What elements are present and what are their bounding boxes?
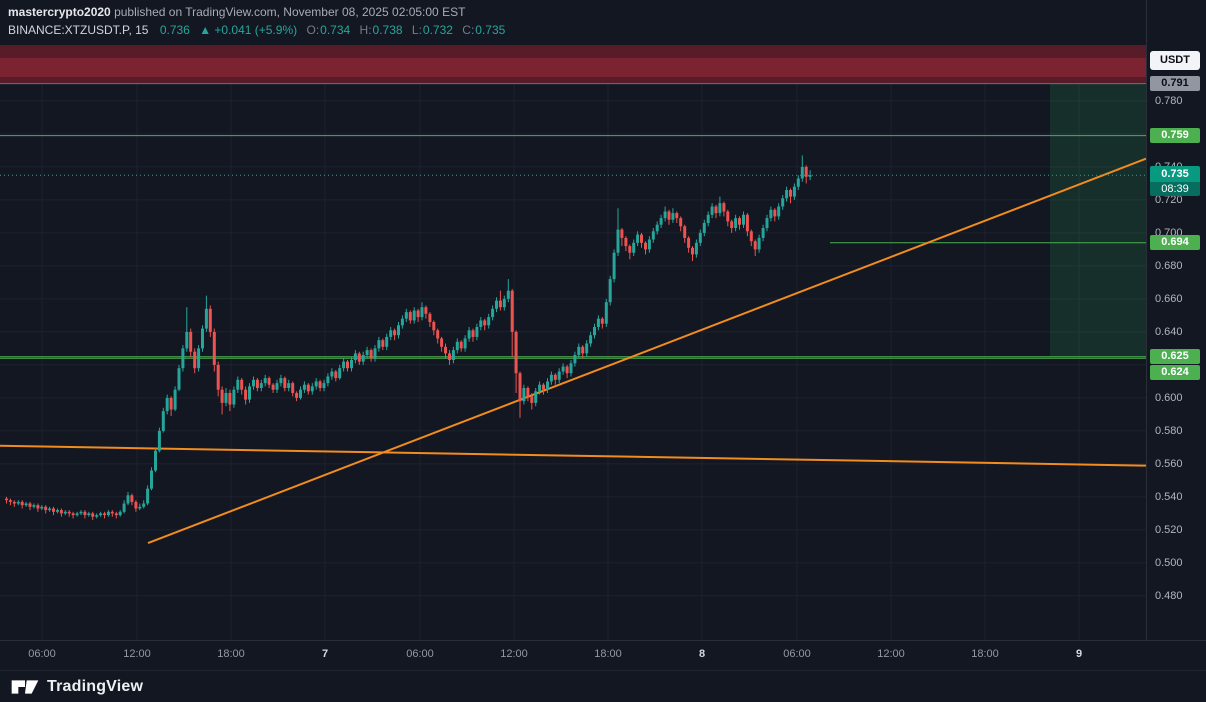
currency-badge[interactable]: USDT <box>1150 51 1200 70</box>
time-tick-label: 06:00 <box>783 648 811 660</box>
time-tick-label: 12:00 <box>500 648 528 660</box>
price-tick-label: 0.560 <box>1155 457 1183 470</box>
open-label: O: <box>306 23 320 37</box>
tradingview-brand[interactable]: TradingView <box>47 677 144 695</box>
time-tick-label: 18:00 <box>594 648 622 660</box>
bar-countdown: 08:39 <box>1150 182 1200 197</box>
time-tick-label: 06:00 <box>406 648 434 660</box>
price-tick-label: 0.600 <box>1155 391 1183 404</box>
price-tick-label: 0.780 <box>1155 94 1183 107</box>
trendlines[interactable] <box>0 157 1146 545</box>
price-levels[interactable] <box>0 83 1146 359</box>
price-tick-label: 0.660 <box>1155 292 1183 305</box>
close-label: C: <box>462 23 475 37</box>
symbol-name: BINANCE:XTZUSDT.P, 15 <box>8 23 149 37</box>
high-label: H: <box>359 23 372 37</box>
symbol-info-bar: BINANCE:XTZUSDT.P, 15 0.736 ▲ +0.041 (+5… <box>8 23 511 37</box>
price-tick-label: 0.520 <box>1155 523 1183 536</box>
publish-details: published on TradingView.com, November 0… <box>110 5 466 19</box>
price-tick-label: 0.480 <box>1155 589 1183 602</box>
footer-bar: TradingView <box>0 670 1206 702</box>
high-value: 0.738 <box>372 23 403 37</box>
close-value: 0.735 <box>475 23 506 37</box>
low-value: 0.732 <box>422 23 453 37</box>
price-level-badge: 0.624 <box>1150 365 1200 381</box>
zones <box>0 45 1146 357</box>
low-label: L: <box>411 23 422 37</box>
time-axis[interactable]: 06:00 12:00 18:00 7 06:00 12:00 18:00 8 06:00 12:… <box>0 640 1206 671</box>
time-tick-label: 18:00 <box>217 648 245 660</box>
last-price: 0.736 <box>159 23 190 37</box>
time-tick-label: 8 <box>698 648 706 660</box>
time-tick-label: 18:00 <box>971 648 999 660</box>
time-tick-label: 12:00 <box>123 648 151 660</box>
time-tick-label: 06:00 <box>28 648 56 660</box>
time-tick-label: 7 <box>321 648 329 660</box>
price-level-badge: 0.694 <box>1150 234 1200 250</box>
username: mastercrypto2020 <box>8 5 111 19</box>
price-tick-label: 0.680 <box>1155 259 1183 272</box>
current-price-badge: 0.735 08:39 <box>1150 166 1200 197</box>
price-axis[interactable]: USDT 0.7800.7400.7200.7000.6800.6600.640… <box>1146 0 1206 640</box>
current-price-value: 0.735 <box>1150 166 1200 183</box>
price-tick-label: 0.540 <box>1155 490 1183 503</box>
price-tick-label: 0.500 <box>1155 556 1183 569</box>
grid <box>0 45 1146 640</box>
price-level-badge: 0.759 <box>1150 127 1200 143</box>
resistance-band <box>0 58 1146 77</box>
price-level-badge: 0.791 <box>1150 75 1200 91</box>
time-tick-label: 9 <box>1075 648 1083 660</box>
demand-box <box>1050 83 1146 357</box>
price-tick-label: 0.640 <box>1155 325 1183 338</box>
price-level-badge: 0.625 <box>1150 348 1200 364</box>
price-tick-label: 0.580 <box>1155 424 1183 437</box>
chart-canvas[interactable] <box>0 0 1146 640</box>
price-tick-label: 0.720 <box>1155 193 1183 206</box>
price-change: ▲ +0.041 (+5.9%) <box>199 23 298 37</box>
tradingview-logo-icon[interactable] <box>10 675 40 699</box>
publish-info: mastercrypto2020 published on TradingVie… <box>8 5 465 19</box>
candles <box>5 155 812 520</box>
time-tick-label: 12:00 <box>877 648 905 660</box>
open-value: 0.734 <box>320 23 351 37</box>
